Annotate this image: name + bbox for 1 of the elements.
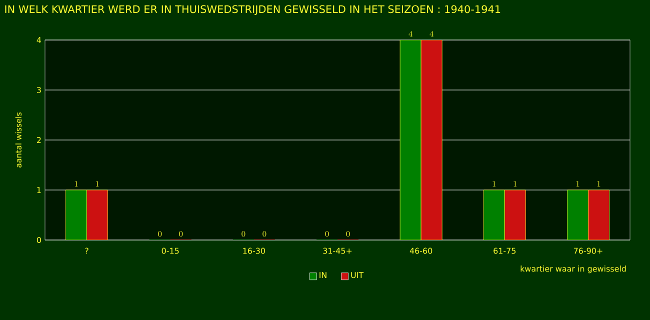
chart-title: IN WELK KWARTIER WERD ER IN THUISWEDSTRIJDEN GEWISSELD IN HET SEIZOEN : 1940-1941 xyxy=(5,5,500,16)
